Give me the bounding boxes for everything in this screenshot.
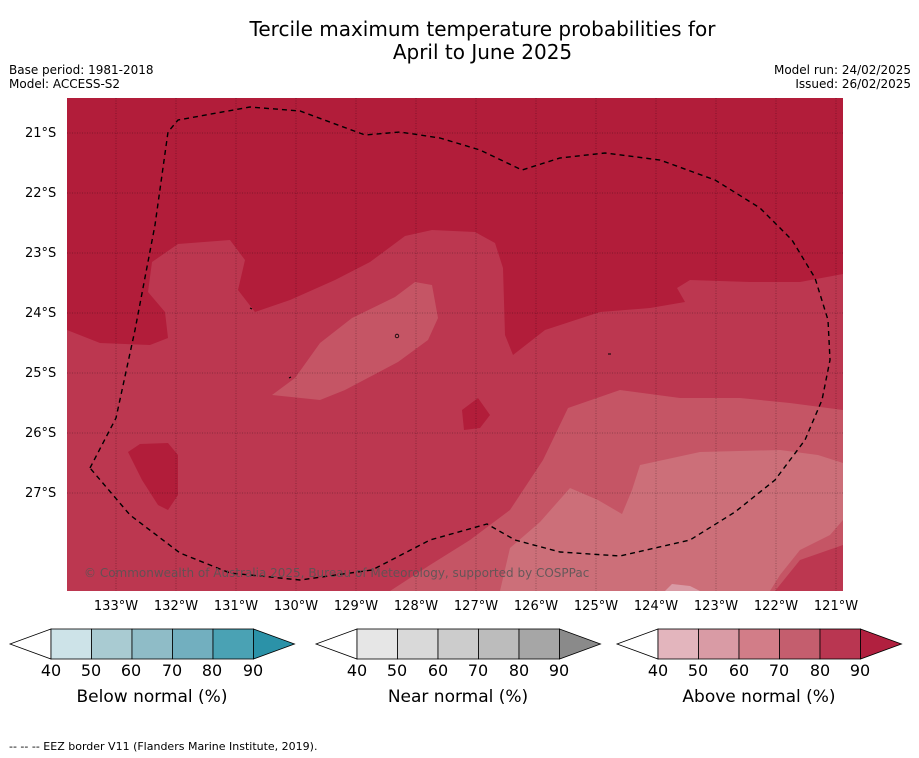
legend-tick: 80	[809, 661, 831, 680]
legend-swatch	[738, 628, 780, 660]
lat-label: 26°S	[25, 426, 57, 441]
legend-tick: 40	[346, 661, 368, 680]
legend-extend-low	[615, 628, 659, 660]
legend-tick: 90	[548, 661, 570, 680]
legend-tick: 70	[467, 661, 489, 680]
lon-label: 121°W	[813, 599, 859, 614]
lat-label: 22°S	[25, 186, 57, 201]
lat-label: 21°S	[25, 126, 57, 141]
legend-swatch	[397, 628, 439, 660]
legend-swatch	[657, 628, 699, 660]
legend-tick: 50	[80, 661, 102, 680]
legend-swatch	[91, 628, 133, 660]
lon-label: 124°W	[633, 599, 679, 614]
legend-tick: 50	[687, 661, 709, 680]
legend-extend-high	[559, 628, 602, 660]
legend-title-near: Near normal (%)	[387, 687, 529, 707]
lon-label: 128°W	[393, 599, 439, 614]
legend-tick: 60	[728, 661, 750, 680]
lat-label: 25°S	[25, 366, 57, 381]
legend-tick: 40	[40, 661, 62, 680]
legend-swatch	[779, 628, 821, 660]
legend-tick: 40	[647, 661, 669, 680]
legend-swatch	[518, 628, 560, 660]
legend-tick: 80	[508, 661, 530, 680]
meta-right: Model run: 24/02/2025 Issued: 26/02/2025	[774, 63, 911, 91]
lat-label: 27°S	[25, 486, 57, 501]
model-name: Model: ACCESS-S2	[9, 77, 121, 91]
contour-above-90-island-center	[462, 398, 490, 430]
colorbar-above-normal	[615, 628, 903, 660]
island-mark	[249, 307, 253, 310]
legend-swatch	[698, 628, 740, 660]
legend-swatch	[50, 628, 92, 660]
lon-label: 132°W	[153, 599, 199, 614]
legend-tick: 70	[768, 661, 790, 680]
map-contours	[67, 98, 843, 591]
contour-above-70-center	[272, 282, 438, 400]
legend-tick: 90	[849, 661, 871, 680]
lon-label: 129°W	[333, 599, 379, 614]
legend-tick: 80	[201, 661, 223, 680]
contour-above-60	[500, 450, 843, 591]
legend-title-below: Below normal (%)	[76, 687, 228, 707]
title-line-1: Tercile maximum temperature probabilitie…	[249, 17, 716, 41]
contour-above-80-patch	[775, 545, 843, 591]
lon-label: 122°W	[753, 599, 799, 614]
meta-left: Base period: 1981-2018 Model: ACCESS-S2	[9, 63, 154, 91]
legend-extend-low	[314, 628, 358, 660]
legend-tick: 60	[120, 661, 142, 680]
lon-label: 133°W	[93, 599, 139, 614]
legend-extend-low	[8, 628, 52, 660]
page-title: Tercile maximum temperature probabilitie…	[0, 18, 919, 64]
legend-swatch	[478, 628, 520, 660]
contour-above-60-patch	[665, 584, 700, 591]
eez-border	[89, 106, 831, 581]
lon-label: 127°W	[453, 599, 499, 614]
lon-label: 125°W	[573, 599, 619, 614]
legend-swatch	[212, 628, 254, 660]
gridlines	[67, 98, 843, 591]
legend-tick: 60	[427, 661, 449, 680]
lat-label: 23°S	[25, 246, 57, 261]
island-mark	[288, 376, 292, 379]
legend-swatch	[172, 628, 214, 660]
legend-swatch	[131, 628, 173, 660]
model-run: Model run: 24/02/2025	[773, 63, 911, 77]
contour-above-90-island-west	[128, 443, 178, 510]
copyright-notice: © Commonwealth of Australia 2025, Bureau…	[84, 566, 590, 580]
base-period: Base period: 1981-2018	[9, 63, 154, 77]
legend-swatch	[819, 628, 861, 660]
legend-tick: 50	[386, 661, 408, 680]
lon-label: 123°W	[693, 599, 739, 614]
title-line-2: April to June 2025	[392, 40, 573, 64]
legend-swatch	[356, 628, 398, 660]
colorbar-near-normal	[314, 628, 602, 660]
eez-footnote: -- -- -- EEZ border V11 (Flanders Marine…	[9, 740, 318, 753]
legend-extend-high	[253, 628, 296, 660]
lon-label: 126°W	[513, 599, 559, 614]
legend-extend-high	[860, 628, 903, 660]
lon-label: 130°W	[273, 599, 319, 614]
colorbar-below-normal	[8, 628, 296, 660]
lat-label: 24°S	[25, 306, 57, 321]
legend-swatch	[437, 628, 479, 660]
lon-label: 131°W	[213, 599, 259, 614]
issued-date: Issued: 26/02/2025	[795, 77, 911, 91]
legend-tick: 70	[161, 661, 183, 680]
island-dot	[394, 333, 400, 339]
legend-tick: 90	[242, 661, 264, 680]
legend-title-above: Above normal (%)	[682, 687, 836, 707]
